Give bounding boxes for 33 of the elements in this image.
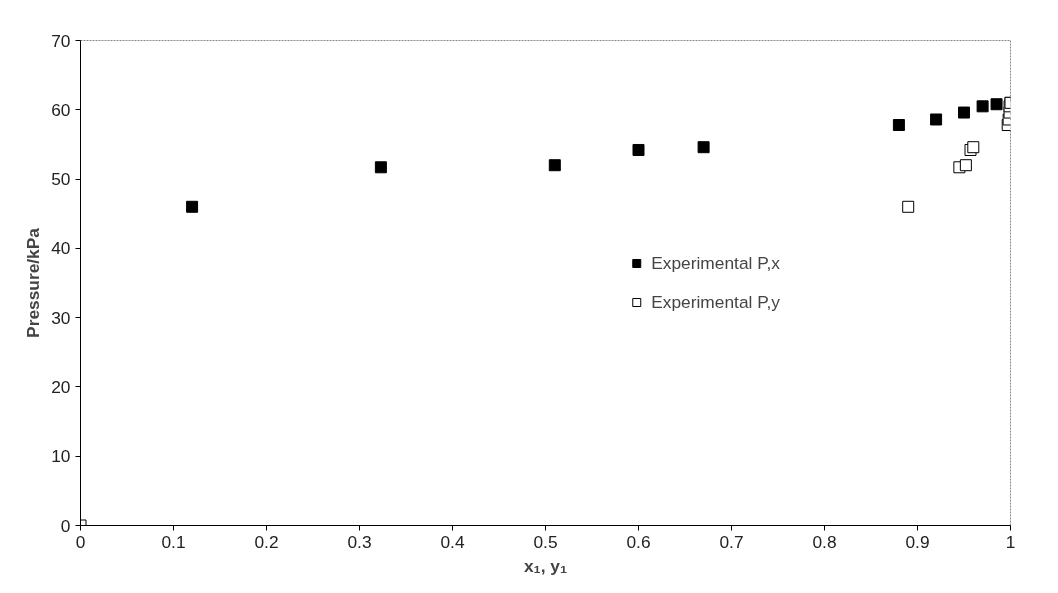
y-tick-label: 10 [51,446,71,467]
x-tick-label: 0.4 [440,531,465,552]
x-tick-label: 0.5 [533,531,558,552]
point [892,119,905,132]
x-tick-label: 0.8 [812,531,837,552]
point [548,159,561,172]
x-tick-label: 1 [1005,531,1016,552]
legend-label: Experimental P,x [651,252,780,274]
point [186,200,199,213]
x-tick-label: 0.9 [905,531,930,552]
x-tick-label: 0.7 [719,531,744,552]
y-tick-label: 40 [51,238,71,259]
point [374,161,387,174]
x-tick-label: 0.6 [626,531,651,552]
y-tick-label: 50 [51,169,71,190]
point [976,100,989,113]
point [632,143,645,156]
y-tick-label: 60 [51,99,71,120]
x-tick-label: 0 [75,531,86,552]
legend-label: Experimental P,y [651,291,780,313]
y-axis-title: Pressure/kPa [23,227,44,338]
point [990,98,1003,111]
x-tick-label: 0.3 [347,531,372,552]
point [958,106,970,119]
y-tick-label: 0 [60,515,71,536]
point [697,141,710,154]
x-tick-label: 0.1 [161,531,186,552]
y-tick-label: 30 [51,307,71,328]
y-tick-label: 70 [51,30,71,51]
x-axis-title: x₁, y₁ [523,555,568,576]
y-tick-label: 20 [51,376,71,397]
point [930,113,943,126]
x-tick-label: 0.2 [254,531,279,552]
